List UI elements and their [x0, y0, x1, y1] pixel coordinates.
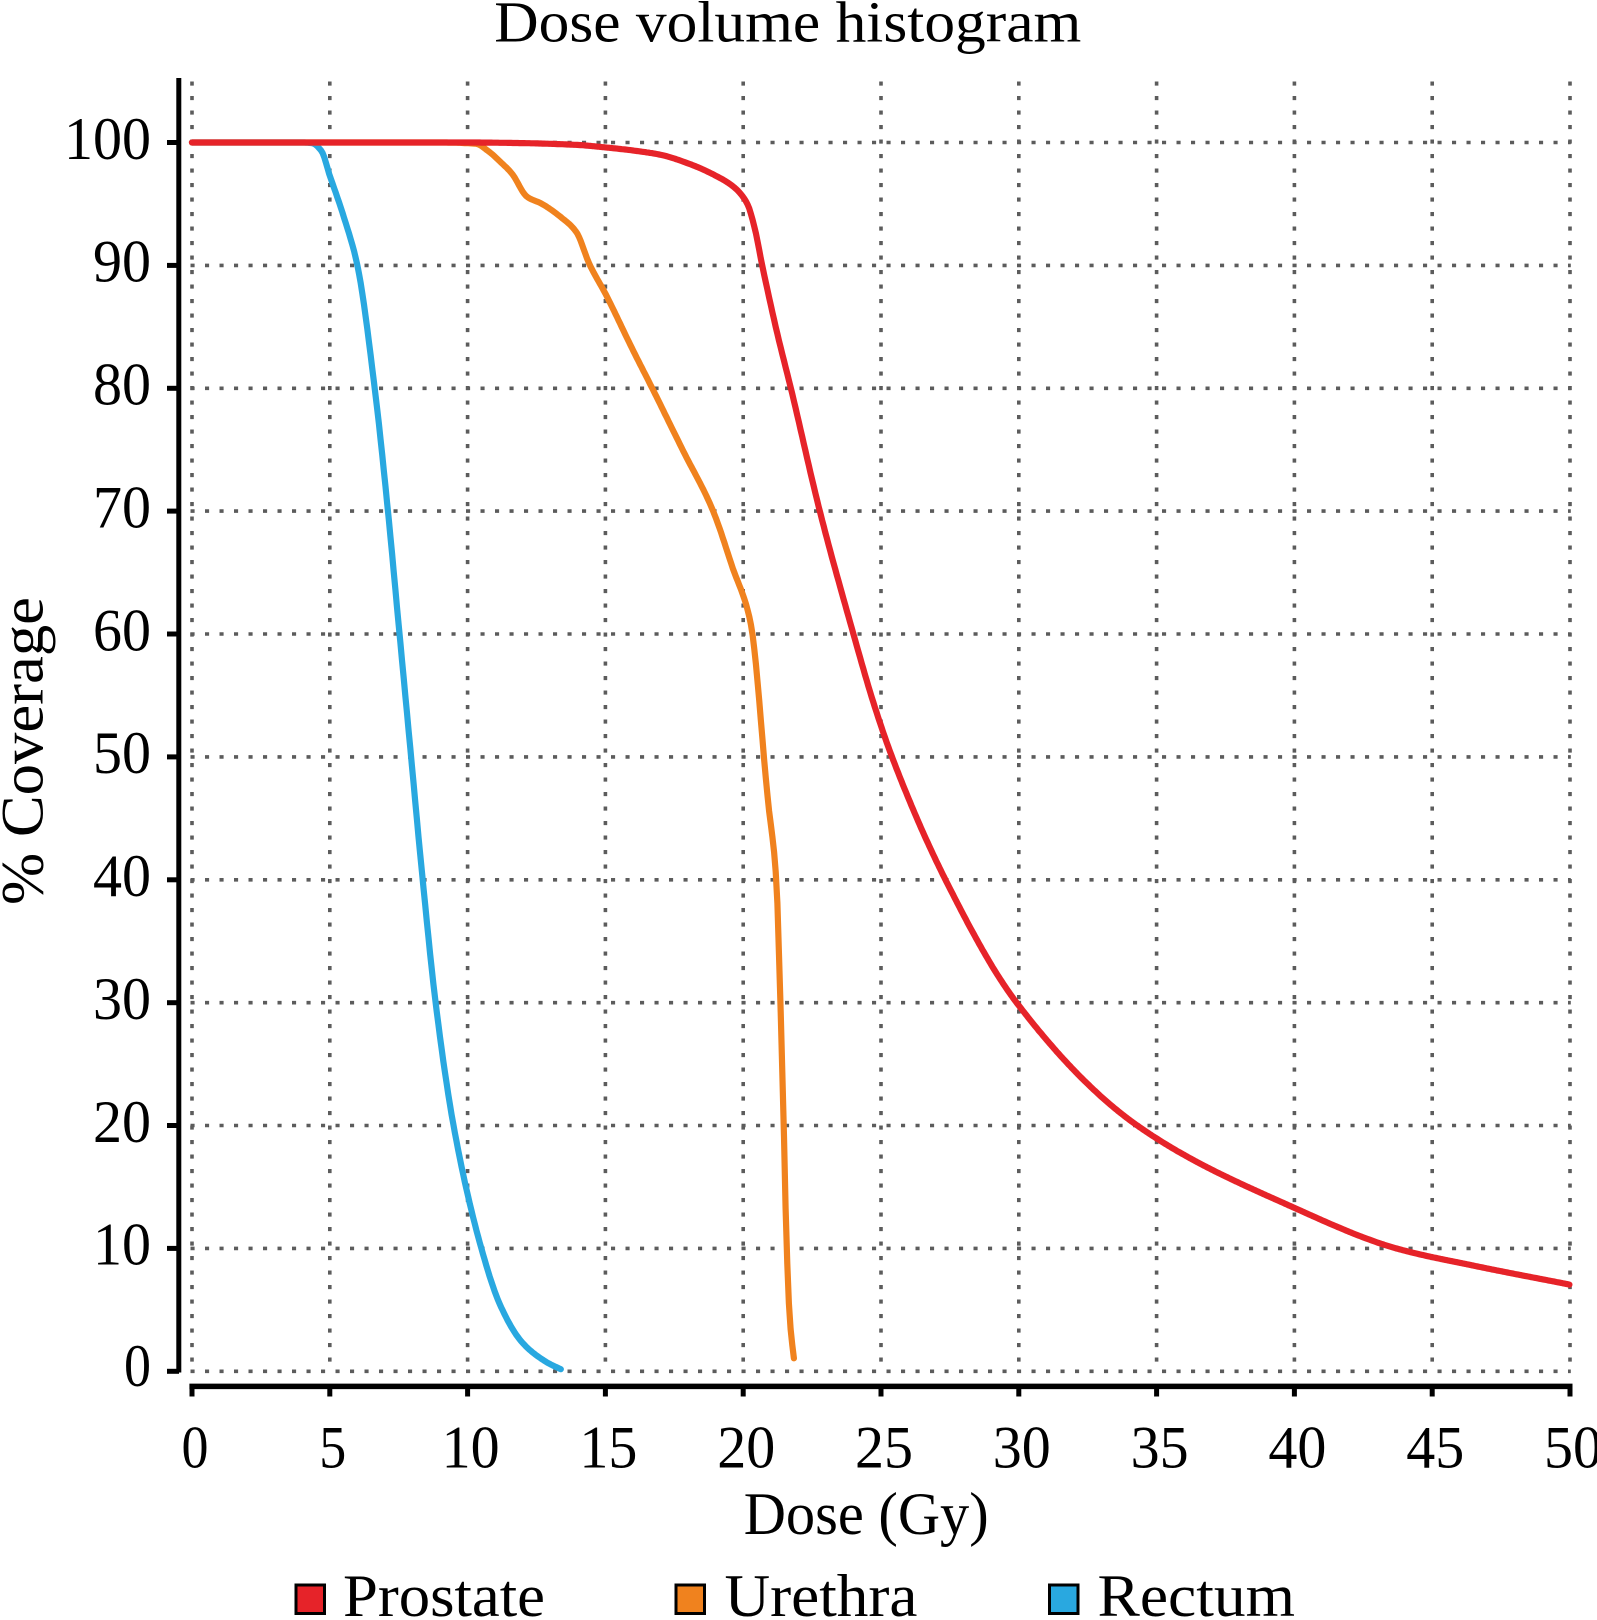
svg-text:0: 0: [182, 1415, 209, 1481]
svg-text:Dose (Gy): Dose (Gy): [744, 1481, 989, 1547]
svg-text:Dose volume histogram: Dose volume histogram: [494, 0, 1081, 55]
svg-text:20: 20: [93, 1089, 151, 1155]
svg-text:45: 45: [1406, 1415, 1464, 1481]
svg-text:40: 40: [1268, 1415, 1326, 1481]
svg-text:80: 80: [93, 352, 151, 418]
svg-text:20: 20: [717, 1415, 775, 1481]
svg-text:Prostate: Prostate: [343, 1563, 545, 1620]
svg-text:0: 0: [124, 1333, 151, 1399]
svg-text:35: 35: [1131, 1415, 1189, 1481]
svg-text:% Coverage: % Coverage: [0, 597, 56, 905]
svg-text:15: 15: [579, 1415, 637, 1481]
svg-text:50: 50: [1544, 1415, 1597, 1481]
svg-text:60: 60: [93, 597, 151, 663]
svg-text:30: 30: [93, 966, 151, 1032]
svg-text:Rectum: Rectum: [1098, 1563, 1296, 1620]
svg-text:100: 100: [64, 106, 151, 172]
svg-text:10: 10: [442, 1415, 500, 1481]
svg-text:25: 25: [855, 1415, 913, 1481]
svg-text:Urethra: Urethra: [725, 1563, 918, 1620]
svg-text:40: 40: [93, 843, 151, 909]
svg-text:5: 5: [319, 1415, 346, 1481]
svg-text:10: 10: [93, 1212, 151, 1278]
svg-text:50: 50: [93, 720, 151, 786]
svg-text:30: 30: [993, 1415, 1051, 1481]
svg-text:70: 70: [93, 474, 151, 540]
svg-text:90: 90: [93, 229, 151, 295]
